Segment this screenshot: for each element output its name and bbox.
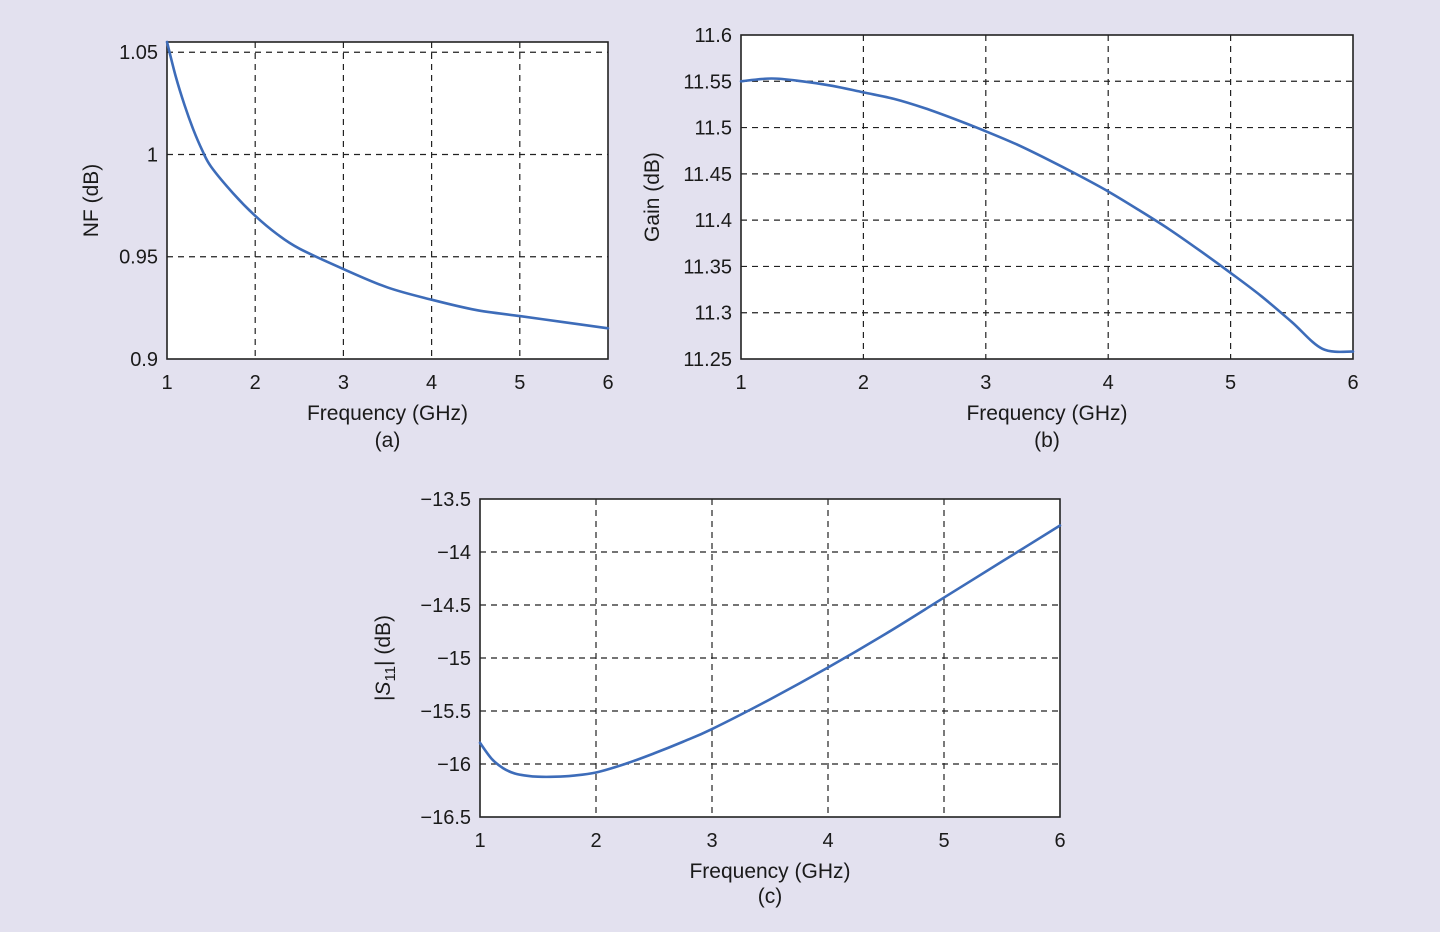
panel-a-x-tick-label: 3 <box>338 372 349 394</box>
panel-b-x-axis-label: Frequency (GHz) <box>966 402 1127 425</box>
panel-a-x-tick-label: 2 <box>250 372 261 394</box>
panel-a-y-axis-label: NF (dB) <box>80 164 103 238</box>
panel-c-x-axis-label: Frequency (GHz) <box>689 860 850 883</box>
y-label-main: S <box>372 682 395 696</box>
panel-c-x-tick-label: 5 <box>938 830 949 852</box>
panel-a-plot-area <box>166 41 609 360</box>
panel-b-y-tick-label: 11.6 <box>695 25 732 47</box>
panel-b-x-tick-label: 5 <box>1225 372 1236 394</box>
panel-b-caption-label: (b) <box>1034 429 1060 452</box>
panel-a-y-tick-label: 1 <box>147 144 158 166</box>
panel-a-x-tick-label: 1 <box>161 372 172 394</box>
panel-c-y-tick-label: −14.5 <box>420 595 471 617</box>
y-label-subscript: 11 <box>382 666 399 682</box>
panel-c-y-tick-label: −16 <box>437 754 471 776</box>
panel-a-series-line <box>165 40 610 330</box>
panel-b-x-tick-label: 6 <box>1347 372 1358 394</box>
panel-c-chart: 1 2 3 4 5 6 −16.5 −16 −15.5 −15 −14.5 −14 −13.5 Frequ… <box>372 489 1066 908</box>
panel-a-y-tick-label: 1.05 <box>119 42 158 64</box>
panel-c-y-tick-label: −15.5 <box>420 701 471 723</box>
panel-c-x-tick-label: 4 <box>822 830 833 852</box>
panel-a-x-tick-label: 5 <box>514 372 525 394</box>
panel-c-y-tick-label: −15 <box>437 648 471 670</box>
panel-c-x-tick-label: 2 <box>590 830 601 852</box>
panel-a-chart: 1 2 3 4 5 6 0.9 0.95 1 1.05 Frequency (GHz) NF (dB)… <box>80 40 614 452</box>
panel-c-x-tick-label: 3 <box>706 830 717 852</box>
panel-c-y-tick-label: −13.5 <box>420 489 471 511</box>
y-label-bar-left: | <box>372 696 395 701</box>
panel-b-y-tick-label: 11.55 <box>683 71 732 93</box>
panel-b-x-tick-label: 2 <box>858 372 869 394</box>
panel-b-y-tick-label: 11.3 <box>695 303 732 325</box>
y-label-bar-right: | <box>372 660 395 665</box>
panel-b-chart: 1 2 3 4 5 6 11.25 11.3 11.35 11.4 11.45 11.5 11.55 11… <box>641 25 1359 452</box>
panel-a-caption-label: (a) <box>375 429 401 452</box>
panel-b-x-tick-label: 4 <box>1103 372 1114 394</box>
y-label-unit: (dB) <box>372 615 395 661</box>
panel-b-y-tick-label: 11.5 <box>695 118 732 140</box>
panel-a-y-tick-label: 0.9 <box>130 349 158 371</box>
panel-c-y-axis-label: |S11| (dB) <box>372 615 399 701</box>
panel-b-y-axis-label: Gain (dB) <box>641 152 664 242</box>
panel-c-x-tick-label: 6 <box>1054 830 1065 852</box>
panel-a-y-tick-label: 0.95 <box>119 247 158 269</box>
panel-b-x-tick-label: 3 <box>980 372 991 394</box>
panel-a-x-axis-label: Frequency (GHz) <box>307 402 468 425</box>
panel-c-x-tick-label: 1 <box>474 830 485 852</box>
panel-b-y-tick-label: 11.45 <box>683 164 732 186</box>
panel-b-x-tick-label: 1 <box>735 372 746 394</box>
panel-c-y-tick-label: −14 <box>437 542 471 564</box>
panel-b-plot-area <box>740 34 1354 360</box>
panel-c-caption-label: (c) <box>758 885 783 908</box>
panel-a-x-tick-label: 6 <box>602 372 613 394</box>
panel-c-y-tick-label: −16.5 <box>420 807 471 829</box>
panel-c-series-line <box>478 524 1062 779</box>
panel-a-x-tick-label: 4 <box>426 372 437 394</box>
panel-b-series-line <box>739 77 1355 354</box>
panel-b-y-tick-label: 11.25 <box>683 349 732 371</box>
panel-b-y-tick-label: 11.4 <box>695 210 732 232</box>
panel-b-y-tick-label: 11.35 <box>683 256 732 278</box>
